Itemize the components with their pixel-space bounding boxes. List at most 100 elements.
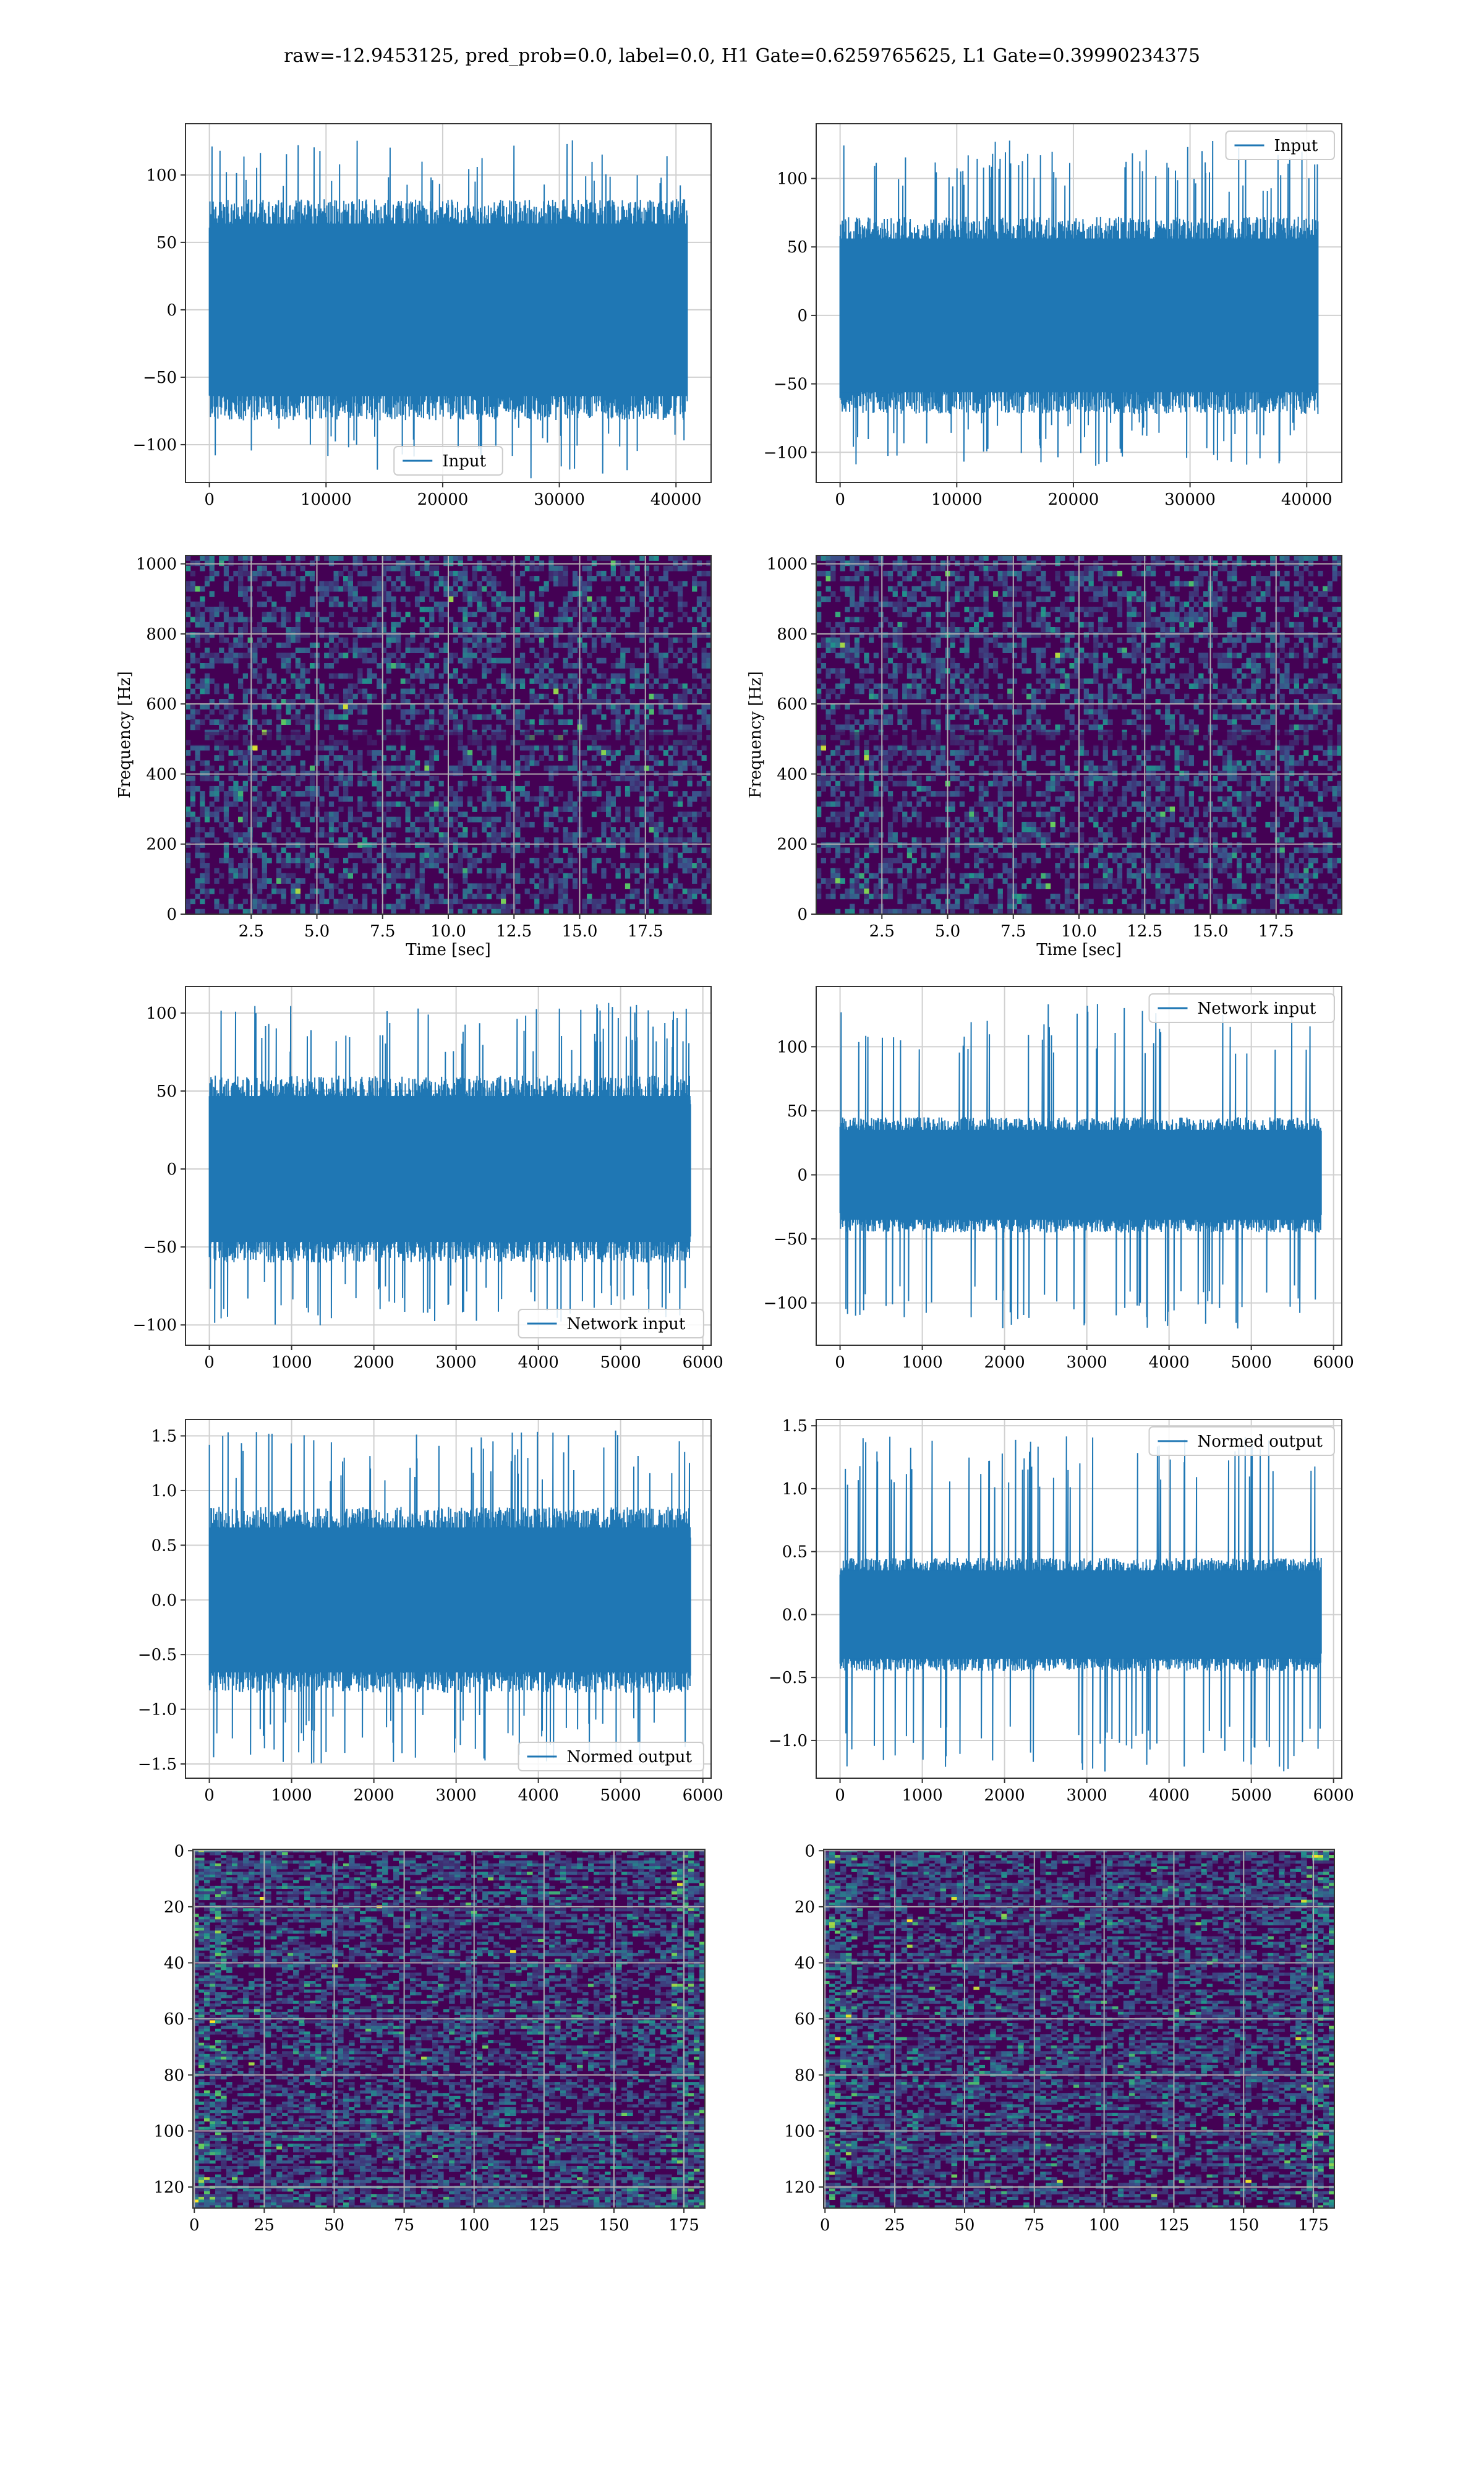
heatmap-cell xyxy=(701,632,707,638)
heatmap-cell xyxy=(396,576,401,581)
heatmap-cell xyxy=(333,673,339,679)
heatmap-cell xyxy=(601,807,607,812)
heatmap-cell xyxy=(701,704,707,710)
heatmap-cell xyxy=(1188,565,1194,571)
heatmap-cell xyxy=(204,729,210,735)
heatmap-cell xyxy=(1041,622,1046,628)
heatmap-cell xyxy=(825,596,831,602)
heatmap-cell xyxy=(443,847,449,854)
heatmap-cell xyxy=(1294,612,1299,617)
heatmap-cell xyxy=(1088,606,1094,612)
heatmap-cell xyxy=(1117,637,1123,643)
heatmap-cell xyxy=(529,668,535,674)
heatmap-cell xyxy=(591,642,597,648)
heatmap-cell xyxy=(572,832,578,838)
heatmap-cell xyxy=(291,637,296,643)
heatmap-cell xyxy=(496,735,501,740)
heatmap-cell xyxy=(654,729,659,735)
heatmap-cell xyxy=(309,796,315,802)
heatmap-cell xyxy=(419,857,425,863)
heatmap-cell xyxy=(195,719,200,725)
heatmap-cell xyxy=(515,699,521,704)
heatmap-cell xyxy=(204,555,210,561)
heatmap-cell xyxy=(539,678,545,684)
heatmap-cell xyxy=(950,637,955,643)
heatmap-cell xyxy=(448,801,454,807)
heatmap-cell xyxy=(186,663,191,669)
heatmap-cell xyxy=(582,735,587,740)
heatmap-cell xyxy=(396,863,401,868)
heatmap-cell xyxy=(701,612,707,617)
heatmap-cell xyxy=(200,719,205,725)
y-tick-label: 1000 xyxy=(136,555,177,574)
heatmap-cell xyxy=(228,899,234,904)
heatmap-cell xyxy=(472,637,477,643)
heatmap-cell xyxy=(615,678,621,684)
heatmap-cell xyxy=(424,832,430,838)
heatmap-cell xyxy=(692,693,697,700)
heatmap-cell xyxy=(878,688,884,695)
heatmap-cell xyxy=(348,586,353,592)
heatmap-cell xyxy=(190,678,195,684)
heatmap-cell xyxy=(663,740,668,746)
heatmap-cell xyxy=(654,837,659,843)
heatmap-cell xyxy=(649,781,654,787)
heatmap-cell xyxy=(1160,637,1166,643)
heatmap-cell xyxy=(568,693,573,700)
heatmap-cell xyxy=(372,781,377,787)
heatmap-cell xyxy=(381,755,387,761)
heatmap-cell xyxy=(463,842,468,848)
heatmap-cell xyxy=(271,883,277,889)
heatmap-cell xyxy=(610,673,616,679)
heatmap-cell xyxy=(654,807,659,812)
heatmap-cell xyxy=(1188,591,1194,597)
heatmap-cell xyxy=(1265,591,1271,597)
heatmap-cell xyxy=(1184,627,1190,633)
heatmap-cell xyxy=(596,807,602,812)
heatmap-cell xyxy=(267,904,272,910)
heatmap-cell xyxy=(706,724,711,730)
heatmap-cell xyxy=(467,863,473,868)
heatmap-cell xyxy=(1174,648,1180,653)
heatmap-cell xyxy=(486,735,492,740)
heatmap-cell xyxy=(1241,596,1247,602)
heatmap-cell xyxy=(587,745,592,751)
heatmap-cell xyxy=(997,596,1003,602)
heatmap-cell xyxy=(1088,653,1094,659)
heatmap-cell xyxy=(424,653,430,659)
heatmap-cell xyxy=(558,570,563,576)
heatmap-cell xyxy=(601,899,607,904)
heatmap-cell xyxy=(319,847,325,854)
heatmap-cell xyxy=(343,714,349,720)
heatmap-cell xyxy=(1270,663,1276,669)
heatmap-cell xyxy=(214,776,220,782)
heatmap-cell xyxy=(601,873,607,879)
heatmap-cell xyxy=(391,852,396,858)
heatmap-cell xyxy=(955,627,960,633)
heatmap-cell xyxy=(414,760,420,766)
heatmap-cell xyxy=(247,576,253,581)
heatmap-cell xyxy=(1327,586,1333,592)
heatmap-cell xyxy=(463,745,468,751)
heatmap-cell xyxy=(223,704,229,710)
heatmap-cell xyxy=(247,570,253,576)
heatmap-cell xyxy=(615,873,621,879)
heatmap-cell xyxy=(1323,657,1328,664)
heatmap-cell xyxy=(348,673,353,679)
heatmap-cell xyxy=(615,735,621,740)
heatmap-cell xyxy=(696,729,702,735)
heatmap-cell xyxy=(1251,688,1256,695)
heatmap-cell xyxy=(510,735,516,740)
heatmap-cell xyxy=(343,904,349,910)
heatmap-cell xyxy=(286,642,291,648)
heatmap-cell xyxy=(463,570,468,576)
heatmap-cell xyxy=(429,668,435,674)
heatmap-cell xyxy=(195,847,200,854)
heatmap-cell xyxy=(396,816,401,823)
heatmap-cell xyxy=(204,832,210,838)
heatmap-cell xyxy=(463,591,468,597)
heatmap-cell xyxy=(587,576,592,581)
heatmap-cell xyxy=(186,565,191,571)
heatmap-cell xyxy=(333,785,339,792)
heatmap-cell xyxy=(362,632,368,638)
